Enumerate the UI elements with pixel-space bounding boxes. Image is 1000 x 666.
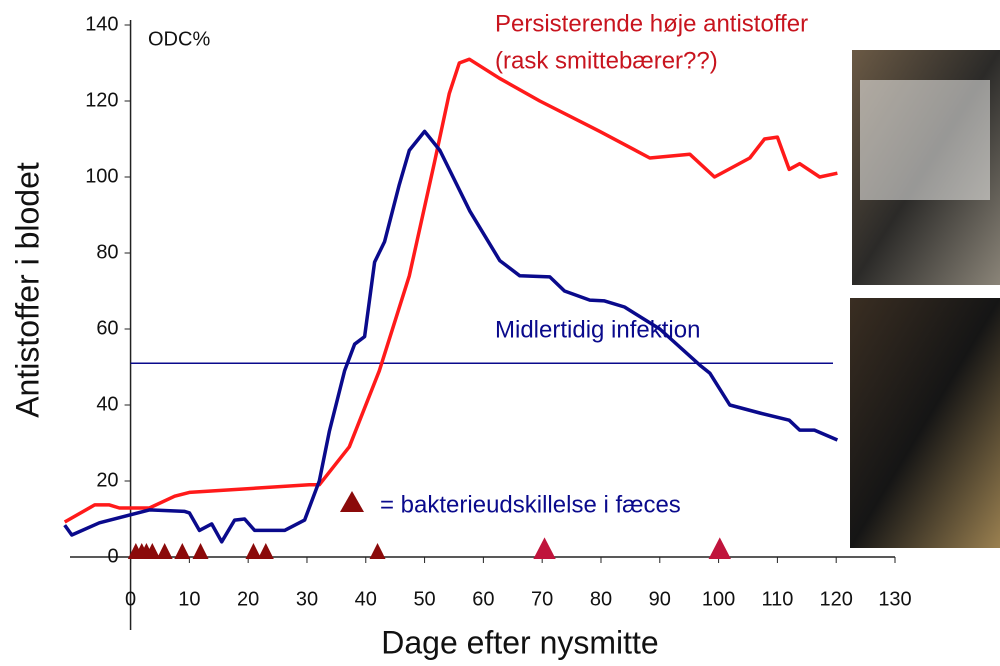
x-tick-label: 40 [355,588,377,610]
x-tick-label: 30 [296,588,318,610]
marker-triangle [258,543,274,559]
annotation: (rask smittebærer??) [495,47,718,74]
marker-triangle [533,537,555,559]
annotation: Persisterende høje antistoffer [495,10,808,37]
marker-triangle [709,537,731,559]
x-tick-label: 10 [178,588,200,610]
line-series [65,59,838,522]
x-tick-label: 130 [878,588,911,610]
x-tick-label: 110 [761,588,793,610]
y-tick-label: 80 [96,241,118,263]
legend-marker [340,491,364,512]
y-tick-label: 40 [96,393,118,415]
x-tick-label: 0 [125,588,136,610]
marker-triangle [193,543,209,559]
y-tick-label: 100 [85,165,118,187]
x-tick-label: 20 [237,588,259,610]
y-tick-label: 60 [96,317,118,339]
unit-label: ODC% [148,28,210,50]
photo-detail [860,80,990,200]
chart: ODC% Persisterende høje antistoffer (ras… [0,0,1000,666]
x-tick-label: 50 [413,588,435,610]
x-axis-label: Dage efter nysmitte [381,624,658,660]
y-tick-label: 140 [85,13,118,35]
y-axis-label: Antistoffer i blodet [9,162,45,418]
line-series [65,131,838,541]
y-tick-label: 20 [96,469,118,491]
y-tick-label: 0 [107,545,118,567]
marker-triangle [157,543,173,559]
marker-triangle [174,543,190,559]
x-tick-label: 80 [590,588,612,610]
x-tick-label: 90 [649,588,671,610]
x-tick-label: 100 [702,588,735,610]
x-tick-label: 120 [820,588,853,610]
marker-triangle [370,543,386,559]
photo-calf [850,298,1000,548]
x-tick-label: 60 [472,588,494,610]
y-tick-label: 120 [85,89,118,111]
x-tick-label: 70 [531,588,553,610]
legend-label: = bakterieudskillelse i fæces [380,491,681,518]
